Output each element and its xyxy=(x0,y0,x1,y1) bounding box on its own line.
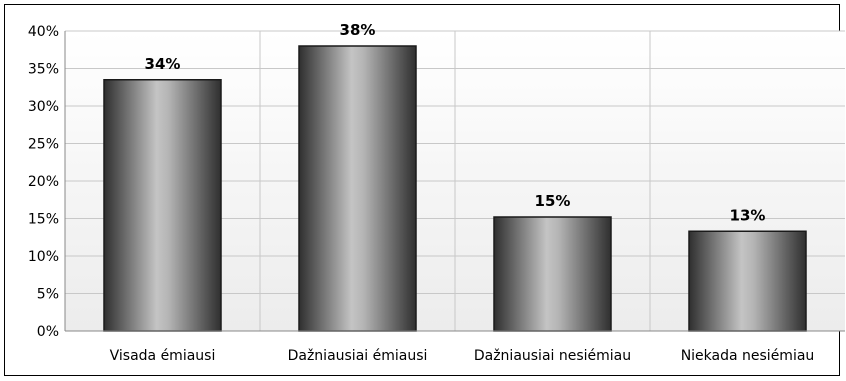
bar xyxy=(688,230,807,332)
data-labels: 34% 38% 15% 13% xyxy=(145,21,766,224)
data-label: 13% xyxy=(730,206,766,224)
data-label: 38% xyxy=(340,21,376,39)
x-category-label: Niekada nesiémiau xyxy=(681,348,815,364)
data-label: 15% xyxy=(535,192,571,210)
x-category-label: Dažniausiai émiausi xyxy=(288,348,428,364)
y-tick-label: 5% xyxy=(37,287,59,303)
data-label: 34% xyxy=(145,55,181,73)
bars xyxy=(103,45,807,332)
y-tick-label: 30% xyxy=(28,99,59,115)
y-tick-label: 15% xyxy=(28,212,59,228)
x-category-label: Visada émiausi xyxy=(110,348,216,364)
category-labels: Visada émiausi Dažniausiai émiausi Dažniau… xyxy=(110,348,815,364)
x-category-label: Dažniausiai nesiémiau xyxy=(474,348,631,364)
bar xyxy=(103,79,222,332)
y-tick-label: 25% xyxy=(28,137,59,153)
y-tick-label: 10% xyxy=(28,249,59,265)
bar xyxy=(298,45,417,332)
y-tick-label: 35% xyxy=(28,62,59,78)
y-tick-label: 40% xyxy=(28,24,59,40)
y-axis-ticks: 0% 5% 10% 15% 20% 25% 30% 35% 40% xyxy=(28,24,59,340)
y-tick-label: 0% xyxy=(37,324,59,340)
y-tick-label: 20% xyxy=(28,174,59,190)
bar xyxy=(493,216,612,332)
